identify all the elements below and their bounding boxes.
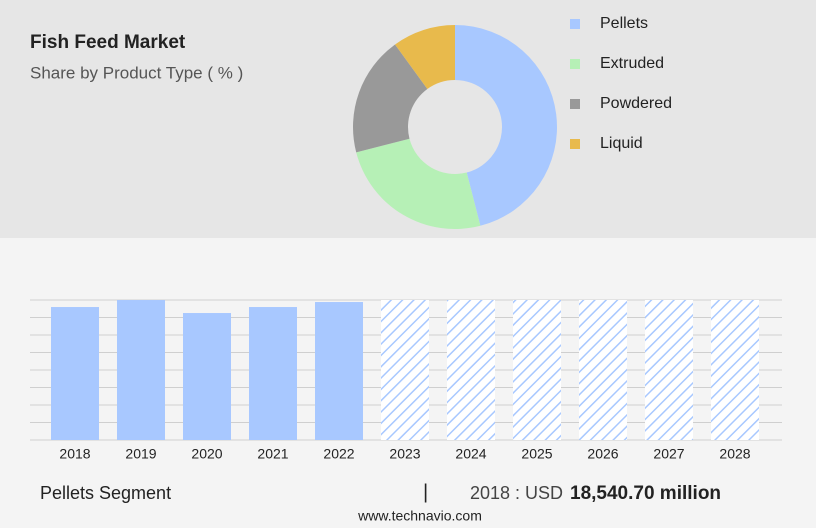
legend-swatch <box>570 99 580 109</box>
donut-chart: Pellets Extruded Powdered Liquid <box>353 15 672 229</box>
year-label: 2018 : USD <box>470 483 563 503</box>
legend-label: Powdered <box>600 95 672 112</box>
legend-label: Pellets <box>600 15 648 32</box>
bar <box>249 307 297 440</box>
x-tick-label: 2024 <box>455 446 486 462</box>
bar <box>645 300 693 440</box>
chart-subtitle: Share by Product Type ( % ) <box>30 63 243 82</box>
bar <box>711 300 759 440</box>
x-tick-label: 2025 <box>521 446 552 462</box>
donut-slice <box>356 138 481 229</box>
highlight-value: 18,540.70 million <box>570 483 721 504</box>
donut-slice <box>353 44 428 153</box>
segment-label: Pellets Segment <box>40 483 171 503</box>
x-tick-label: 2019 <box>125 446 156 462</box>
x-tick-label: 2026 <box>587 446 618 462</box>
bar <box>579 300 627 440</box>
x-tick-label: 2021 <box>257 446 288 462</box>
legend-label: Liquid <box>600 135 643 152</box>
legend-swatch <box>570 19 580 29</box>
bar <box>51 307 99 440</box>
bar <box>183 313 231 440</box>
donut-slice <box>395 25 455 89</box>
legend-swatch <box>570 139 580 149</box>
x-tick-label: 2022 <box>323 446 354 462</box>
x-tick-label: 2018 <box>59 446 90 462</box>
bar <box>513 300 561 440</box>
legend-label: Extruded <box>600 55 664 72</box>
legend-swatch <box>570 59 580 69</box>
x-tick-label: 2028 <box>719 446 750 462</box>
bar <box>315 302 363 440</box>
x-tick-label: 2020 <box>191 446 222 462</box>
separator: | <box>423 481 428 503</box>
x-tick-label: 2023 <box>389 446 420 462</box>
x-tick-label: 2027 <box>653 446 684 462</box>
bar <box>447 300 495 440</box>
source: www.technavio.com <box>357 508 482 524</box>
bar <box>117 300 165 440</box>
bar-chart: 2018 2019 2020 2021 2022 2023 2024 2025 2026 2027… <box>30 299 782 462</box>
chart-title: Fish Feed Market <box>30 32 186 53</box>
bar <box>381 300 429 440</box>
donut-slice <box>455 25 557 226</box>
